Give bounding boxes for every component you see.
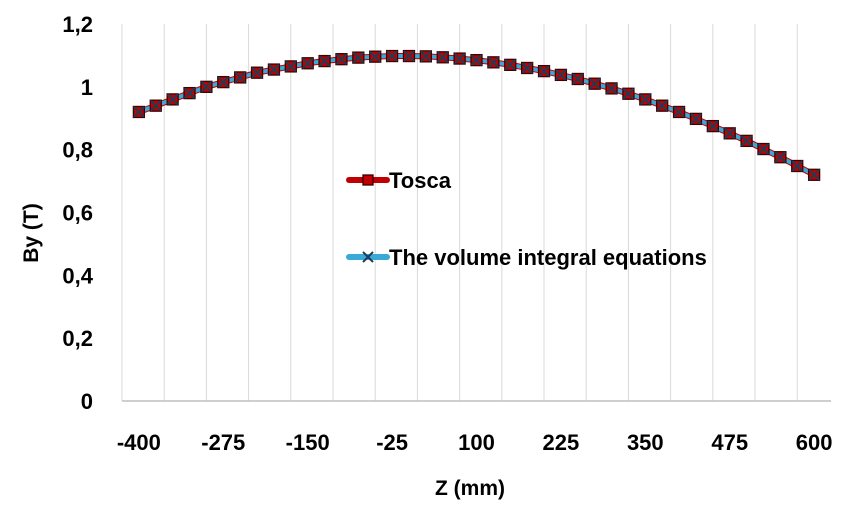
- x-tick-label: -150: [286, 430, 330, 455]
- x-tick-label: 350: [627, 430, 664, 455]
- y-tick-label: 0,8: [62, 138, 93, 163]
- data-point-volume-integral: [150, 99, 162, 112]
- data-point-volume-integral: [386, 50, 398, 62]
- x-tick-label: 225: [543, 430, 580, 455]
- data-point-volume-integral: [605, 82, 618, 95]
- x-tick-label: 600: [796, 430, 833, 455]
- data-point-volume-integral: [352, 51, 365, 64]
- data-point-volume-integral: [808, 169, 820, 181]
- data-point-volume-integral: [369, 50, 381, 63]
- data-point-volume-integral: [183, 87, 196, 99]
- data-point-volume-integral: [420, 50, 432, 63]
- data-point-volume-integral: [251, 66, 263, 79]
- legend-marker-volume-integral: [362, 251, 374, 263]
- data-point-volume-integral: [504, 59, 516, 71]
- data-point-volume-integral: [791, 160, 803, 172]
- x-tick-labels: -400 -275 -150 -25 100 225 350 475 600: [117, 430, 833, 455]
- x-tick-label: -400: [117, 430, 161, 455]
- data-point-volume-integral: [656, 99, 668, 112]
- x-tick-label: 475: [711, 430, 748, 455]
- data-point-volume-integral: [673, 106, 685, 118]
- y-tick-label: 1,2: [62, 12, 93, 37]
- data-point-volume-integral: [774, 151, 787, 163]
- data-point-volume-integral: [572, 73, 584, 85]
- data-point-volume-integral: [217, 76, 229, 88]
- x-tick-label: -25: [376, 430, 408, 455]
- legend-entry-volume-integral: The volume integral equations: [346, 245, 707, 270]
- data-point-volume-integral: [639, 93, 652, 106]
- data-point-volume-integral: [318, 55, 331, 67]
- data-point-volume-integral: [285, 60, 297, 73]
- data-point-volume-integral: [757, 143, 770, 155]
- grid-lines: [121, 24, 798, 401]
- y-tick-label: 0,6: [62, 201, 93, 226]
- legend-label-volume-integral: The volume integral equations: [389, 245, 707, 270]
- x-axis-title: Z (mm): [435, 477, 505, 500]
- y-tick-labels: 0 0,2 0,4 0,6 0,8 1 1,2: [62, 12, 93, 414]
- data-point-volume-integral: [740, 135, 753, 147]
- y-axis-title: By (T): [20, 203, 43, 263]
- data-point-volume-integral: [166, 93, 179, 106]
- legend-label-tosca: Tosca: [389, 168, 452, 193]
- data-point-volume-integral: [707, 120, 719, 132]
- data-point-volume-integral: [234, 71, 246, 84]
- legend-marker-tosca: [362, 174, 374, 186]
- data-point-volume-integral: [133, 106, 145, 118]
- y-tick-label: 1: [81, 75, 93, 100]
- data-point-volume-integral: [724, 127, 736, 140]
- data-point-volume-integral: [403, 50, 415, 62]
- data-point-volume-integral: [622, 88, 635, 100]
- data-point-volume-integral: [268, 63, 280, 76]
- data-point-volume-integral: [453, 52, 466, 65]
- data-point-volume-integral: [470, 54, 483, 66]
- y-tick-label: 0: [81, 389, 93, 414]
- legend: Tosca The volume integral equations: [346, 168, 707, 270]
- data-point-volume-integral: [437, 51, 449, 64]
- series-layer: [132, 49, 821, 181]
- data-point-volume-integral: [690, 113, 702, 125]
- data-point-volume-integral: [200, 81, 213, 93]
- y-tick-label: 0,2: [62, 326, 93, 351]
- y-tick-label: 0,4: [62, 263, 93, 288]
- data-point-volume-integral: [335, 53, 348, 65]
- x-tick-label: -275: [201, 430, 245, 455]
- data-point-volume-integral: [487, 56, 500, 69]
- data-point-volume-integral: [555, 69, 567, 81]
- data-point-volume-integral: [521, 62, 533, 74]
- data-point-volume-integral: [538, 65, 550, 77]
- data-point-volume-integral: [588, 77, 601, 90]
- data-point-volume-integral: [301, 57, 314, 69]
- x-tick-label: 100: [458, 430, 495, 455]
- legend-entry-tosca: Tosca: [346, 168, 452, 193]
